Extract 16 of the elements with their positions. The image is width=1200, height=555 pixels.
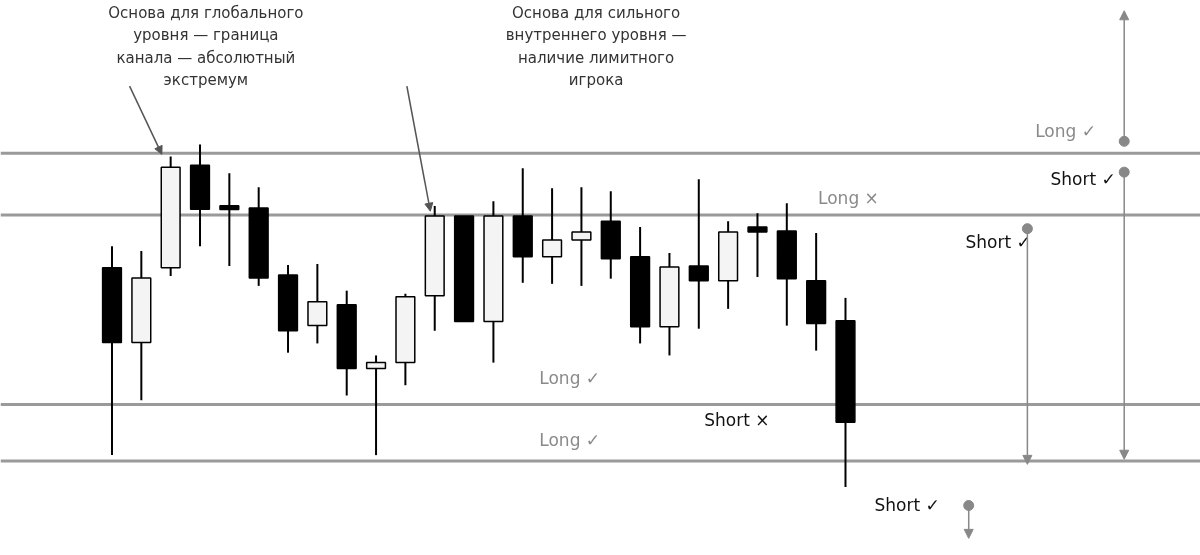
annotation: Long ✓ <box>539 430 601 451</box>
text: Short ✓ <box>874 494 940 515</box>
text: Основа для глобального уровня — граница канала — абсолютный экстремум <box>108 3 304 90</box>
text: Основа для сильного внутреннего уровня — наличие лимитного игрока <box>505 3 687 90</box>
candlestick <box>571 186 592 287</box>
candlestick <box>541 187 563 285</box>
annotation: Long × <box>818 188 879 209</box>
annotation: Short × <box>704 410 770 431</box>
text: Long ✓ <box>1035 121 1096 142</box>
candlestick <box>307 262 328 345</box>
candlestick <box>747 212 768 278</box>
candlestick <box>688 178 709 330</box>
annotation: Long ✓ <box>539 368 601 389</box>
candlestick <box>365 354 387 457</box>
candlestick <box>219 172 240 268</box>
text: Short ✓ <box>1050 169 1116 190</box>
